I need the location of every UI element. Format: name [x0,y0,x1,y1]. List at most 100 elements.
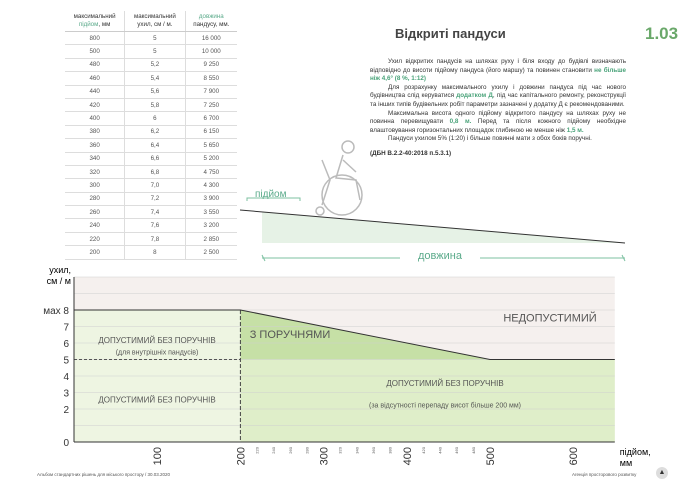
x-minor-tick-label: 380 [388,446,393,453]
region-label-with-rails: З ПОРУЧНЯМИ [250,329,331,341]
table-row: 400 6 6 700 [65,111,237,126]
table-cell: 2 500 [184,245,237,260]
table-cell: 7,8 [124,232,186,247]
table-cell: 7 250 [184,98,237,113]
table-row: 380 6,2 6 150 [65,125,237,140]
table-cell: 8 [124,245,186,260]
region-label-ok-indoor-note: (для внутрішніх пандусів) [116,349,199,357]
x-tick-label: 500 [485,447,497,465]
table-cell: 5,8 [124,98,186,113]
table-cell: 7 900 [184,85,237,99]
table-row: 420 5,8 7 250 [65,98,237,113]
table-cell: 6,6 [124,152,186,166]
table-cell: 4 750 [184,165,237,180]
region-label-ok-indoor: ДОПУСТИМИЙ БЕЗ ПОРУЧНІВ [98,336,215,345]
table-cell: 5 200 [184,152,237,166]
x-minor-tick-label: 320 [338,446,343,453]
x-tick-label: 200 [235,447,247,465]
table-cell: 480 [65,58,125,73]
table-cell: 300 [65,178,125,193]
rise-label: підйом [255,189,287,200]
table-cell: 6 150 [184,125,237,140]
table-cell: 6 700 [184,111,237,126]
table-row: 460 5,4 8 550 [65,71,237,86]
table-cell: 7,6 [124,218,186,233]
table-cell: 3 900 [184,192,237,207]
description-text: Ухил відкритих пандусів на шляхах руху і… [370,58,626,157]
table-cell: 6,2 [124,125,186,140]
table-cell: 800 [65,31,125,46]
table-header: довжина пандусу, мм. [184,11,237,32]
table-cell: 500 [65,44,125,59]
table-cell: 5,2 [124,58,186,73]
footer-right: Агенція просторового розвитку [572,472,637,477]
x-axis-label: підйом, [620,447,651,457]
table-cell: 5 [124,44,186,59]
table-cell: 440 [65,85,125,99]
y-tick-label: 5 [63,356,69,367]
table-cell: 340 [65,152,125,166]
y-axis-label: см / м [47,276,71,286]
y-tick-label: 4 [63,372,69,383]
table-header: максимальний ухил, см / м. [124,11,186,32]
x-tick-label: 400 [402,447,414,465]
wheelchair-user-icon [315,140,363,216]
table-cell: 320 [65,165,125,180]
region-label-forbidden: НЕДОПУСТИМИЙ [503,312,596,325]
table-row: 440 5,6 7 900 [65,85,237,99]
table-cell: 420 [65,98,125,113]
table-cell: 5,4 [124,71,186,86]
table-cell: 280 [65,192,125,207]
table-cell: 200 [65,245,125,260]
table-header: максимальний підйом, мм [65,11,125,32]
table-cell: 6,8 [124,165,186,180]
table-row: 240 7,6 3 200 [65,218,237,233]
table-cell: 260 [65,205,125,220]
x-minor-tick-label: 460 [454,446,459,453]
table-cell: 220 [65,232,125,247]
ramp-parameters-table: максимальний підйом, мм максимальний ухил, … [65,11,237,260]
table-cell: 7,0 [124,178,186,193]
y-tick-label: 3 [63,389,69,400]
ramp-line [239,209,626,244]
table-row: 280 7,2 3 900 [65,192,237,207]
region-label-ok-low: ДОПУСТИМИЙ БЕЗ ПОРУЧНІВ [98,395,215,404]
table-row: 260 7,4 3 550 [65,205,237,220]
y-tick-label: 7 [63,323,69,334]
table-cell: 2 850 [184,232,237,247]
table-row: 360 6,4 5 650 [65,138,237,153]
table-cell: 3 550 [184,205,237,220]
x-minor-tick-label: 420 [421,446,426,453]
no-rails-region [240,359,615,442]
region-label-ok-right: ДОПУСТИМИЙ БЕЗ ПОРУЧНІВ [386,379,503,388]
table-cell: 7,4 [124,205,186,220]
table-cell: 380 [65,125,125,140]
table-cell: 360 [65,138,125,153]
x-minor-tick-label: 220 [255,446,260,453]
table-cell: 460 [65,71,125,86]
table-row: 800 5 16 000 [65,31,237,46]
table-row: 480 5,2 9 250 [65,58,237,73]
table-cell: 4 300 [184,178,237,193]
x-axis-label: мм [620,458,632,468]
x-minor-tick-label: 360 [371,446,376,453]
x-minor-tick-label: 280 [304,446,309,453]
table-cell: 240 [65,218,125,233]
page-number: 1.03 [645,24,679,43]
table-cell: 5 [124,31,186,46]
x-minor-tick-label: 340 [354,446,359,453]
table-cell: 8 550 [184,71,237,86]
limit-line [74,309,615,360]
table-cell: 6,4 [124,138,186,153]
table-cell: 6 [124,111,186,126]
table-cell: 5 650 [184,138,237,153]
norm-reference: (ДБН В.2.2-40:2018 п.5.3.1) [370,149,452,157]
table-cell: 9 250 [184,58,237,73]
table-cell: 5,6 [124,85,186,99]
x-minor-tick-label: 440 [438,446,443,453]
region-label-ok-right-note: (за відсутності перепаду висот більше 20… [369,401,521,409]
agency-logo-icon: ▲ [656,467,668,479]
length-label: довжина [418,250,463,262]
